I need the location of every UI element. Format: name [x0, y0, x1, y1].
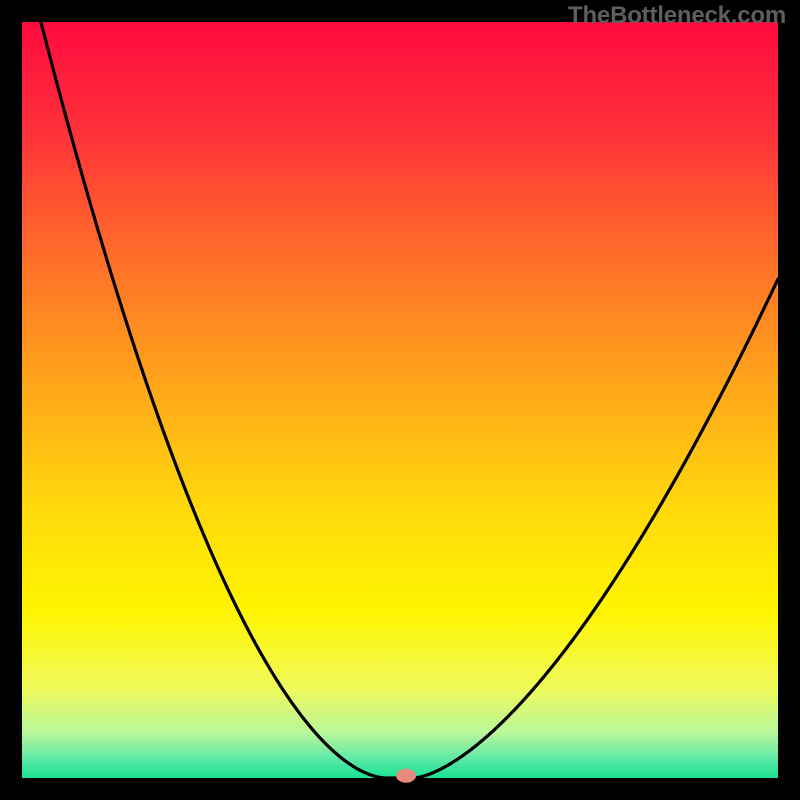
valley-marker	[396, 769, 416, 783]
watermark-text: TheBottleneck.com	[568, 2, 786, 30]
plot-background	[22, 22, 778, 778]
bottleneck-chart	[0, 0, 800, 800]
